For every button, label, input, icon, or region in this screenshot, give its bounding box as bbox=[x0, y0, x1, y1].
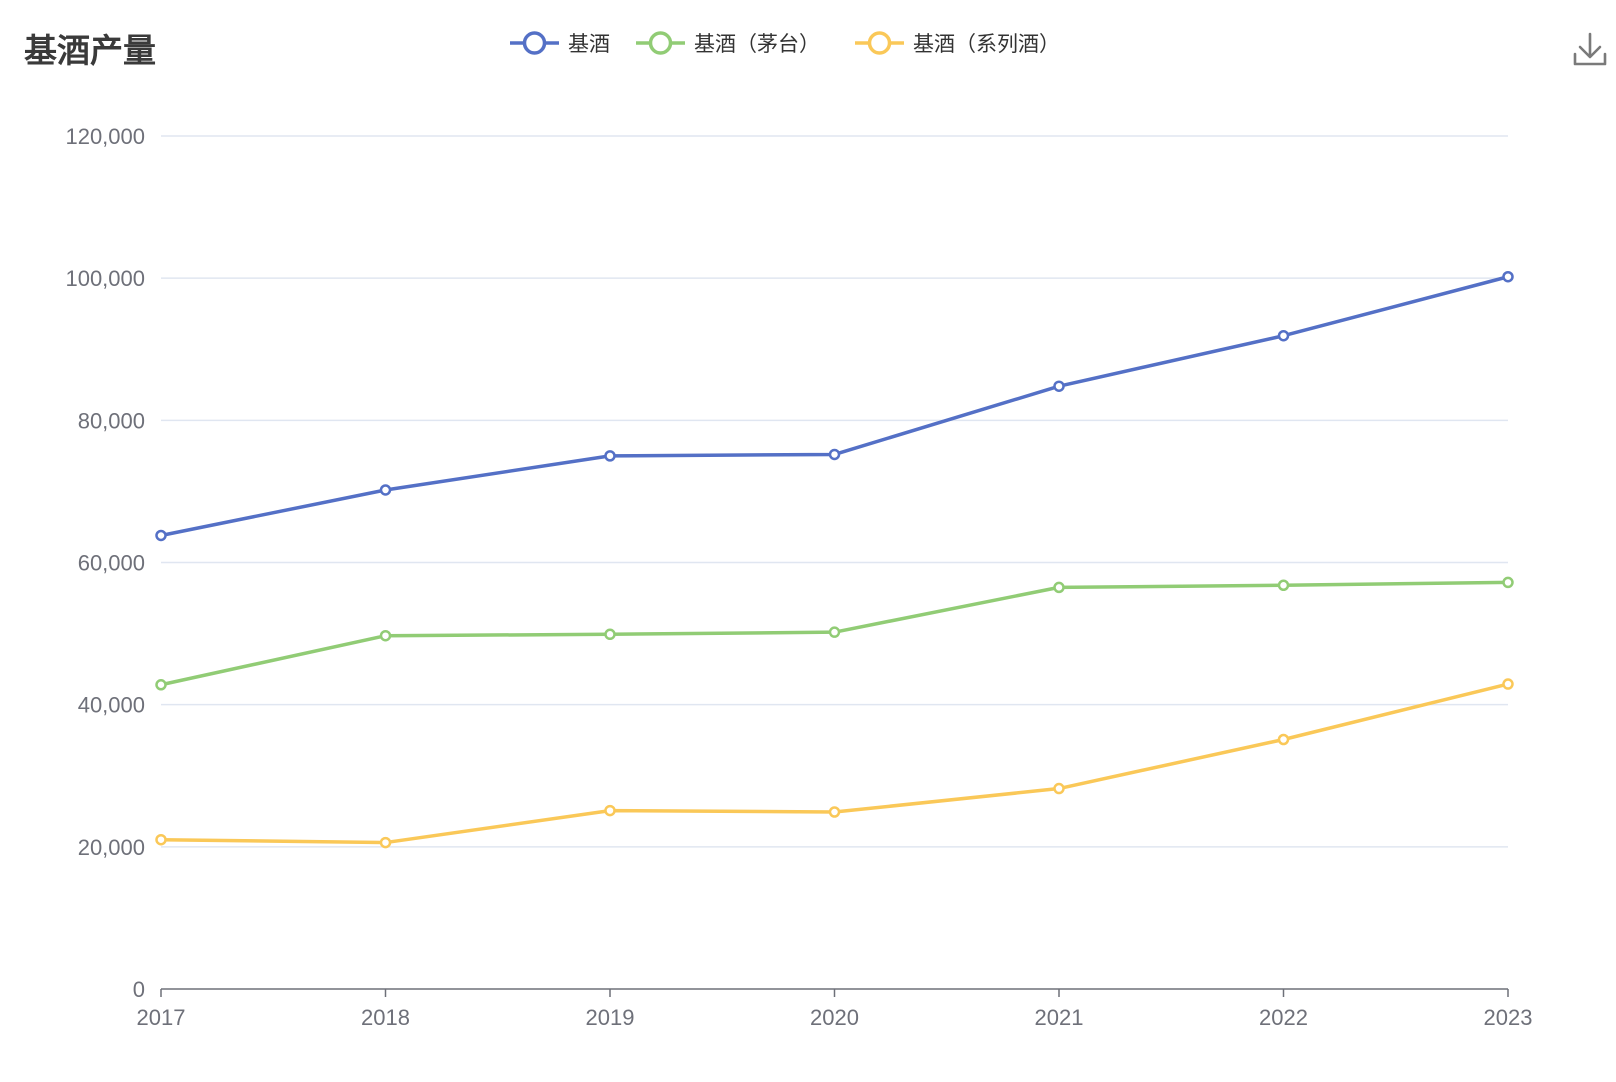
legend-label: 基酒 bbox=[568, 32, 610, 56]
data-point[interactable] bbox=[1053, 581, 1065, 594]
x-tick-label: 2020 bbox=[810, 1005, 859, 1030]
legend-label: 基酒（系列酒） bbox=[913, 32, 1060, 56]
y-tick-label: 120,000 bbox=[65, 124, 145, 149]
grid-lines bbox=[161, 135, 1508, 848]
data-point[interactable] bbox=[604, 628, 616, 641]
x-axis: 2017 2018 2019 2020 2021 2022 2023 bbox=[137, 988, 1533, 1030]
data-point[interactable] bbox=[1502, 270, 1514, 283]
legend-item[interactable]: 基酒（茅台） bbox=[636, 31, 820, 56]
x-tick-label: 2019 bbox=[586, 1005, 635, 1030]
x-tick-label: 2017 bbox=[137, 1005, 186, 1030]
chart-title: 基酒产量 bbox=[24, 31, 156, 70]
data-point[interactable] bbox=[1277, 733, 1290, 746]
data-point[interactable] bbox=[155, 529, 167, 542]
legend-item[interactable]: 基酒（系列酒） bbox=[855, 31, 1060, 56]
y-tick-label: 0 bbox=[133, 977, 145, 1002]
data-point[interactable] bbox=[155, 679, 167, 691]
x-tick-label: 2023 bbox=[1484, 1005, 1533, 1030]
data-point[interactable] bbox=[155, 833, 167, 846]
x-tick-label: 2021 bbox=[1035, 1005, 1084, 1030]
download-icon[interactable] bbox=[1572, 30, 1608, 68]
x-tick-label: 2022 bbox=[1259, 1005, 1308, 1030]
series-layer bbox=[155, 270, 1514, 849]
data-point[interactable] bbox=[1502, 678, 1514, 690]
legend[interactable]: 基酒 基酒（茅台） 基酒（系列酒） bbox=[510, 31, 1060, 56]
series-1 bbox=[155, 576, 1514, 691]
data-point[interactable] bbox=[1277, 579, 1290, 591]
legend-marker-icon bbox=[867, 31, 892, 55]
legend-marker-icon bbox=[522, 31, 547, 55]
series-2 bbox=[155, 678, 1514, 849]
y-tick-label: 80,000 bbox=[78, 408, 145, 433]
series-0 bbox=[155, 270, 1514, 542]
data-point[interactable] bbox=[1053, 380, 1065, 392]
legend-marker-icon bbox=[648, 31, 673, 55]
legend-item[interactable]: 基酒 bbox=[510, 31, 610, 56]
data-point[interactable] bbox=[828, 626, 841, 638]
data-point[interactable] bbox=[828, 448, 841, 461]
data-point[interactable] bbox=[604, 450, 616, 462]
data-point[interactable] bbox=[379, 629, 392, 642]
data-point[interactable] bbox=[379, 484, 392, 496]
data-point[interactable] bbox=[828, 806, 841, 818]
data-point[interactable] bbox=[379, 836, 392, 849]
legend-label: 基酒（茅台） bbox=[694, 32, 820, 56]
y-tick-label: 20,000 bbox=[78, 835, 145, 860]
data-point[interactable] bbox=[604, 804, 616, 817]
series-line bbox=[159, 274, 1510, 538]
data-point[interactable] bbox=[1053, 782, 1065, 795]
y-axis: 0 20,000 40,000 60,000 80,000 100,000 120,000 bbox=[65, 124, 145, 1002]
y-tick-label: 100,000 bbox=[65, 266, 145, 291]
data-point[interactable] bbox=[1277, 329, 1290, 342]
data-point[interactable] bbox=[1502, 576, 1514, 589]
x-tick-label: 2018 bbox=[361, 1005, 410, 1030]
series-line bbox=[159, 682, 1510, 845]
y-tick-label: 60,000 bbox=[78, 551, 145, 576]
y-tick-label: 40,000 bbox=[78, 693, 145, 718]
